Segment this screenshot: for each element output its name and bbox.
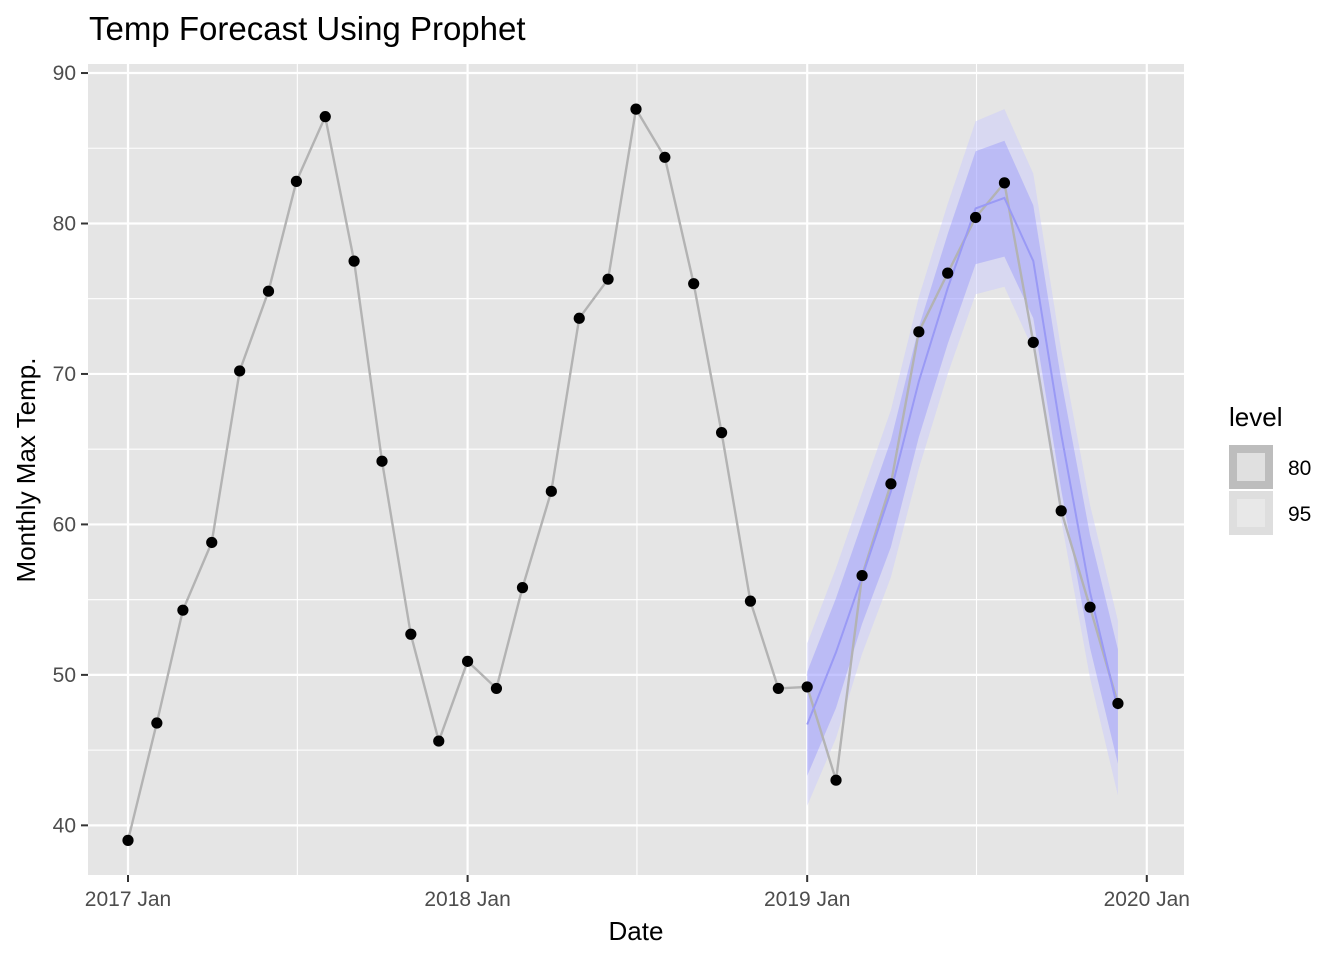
data-point bbox=[348, 255, 360, 267]
data-point bbox=[801, 681, 813, 693]
data-point bbox=[942, 267, 954, 279]
chart-title: Temp Forecast Using Prophet bbox=[89, 10, 526, 47]
y-tick-label: 90 bbox=[53, 62, 76, 85]
x-axis-title: Date bbox=[609, 916, 664, 946]
y-tick-label: 60 bbox=[53, 513, 76, 536]
data-point bbox=[969, 211, 982, 224]
grid-major bbox=[88, 64, 1184, 875]
legend-key-80-inner bbox=[1237, 453, 1265, 481]
x-tick-label: 2019 Jan bbox=[764, 888, 850, 911]
data-point bbox=[1027, 336, 1039, 348]
legend-title: level bbox=[1229, 402, 1282, 432]
x-tick-label: 2020 Jan bbox=[1104, 888, 1190, 911]
y-tick-label: 70 bbox=[53, 363, 76, 386]
data-point bbox=[516, 582, 529, 594]
data-point bbox=[573, 312, 585, 324]
y-axis: 40 50 60 70 80 90 bbox=[53, 62, 88, 837]
data-point bbox=[206, 536, 218, 549]
forecast-line bbox=[806, 196, 1119, 725]
data-point bbox=[602, 273, 614, 285]
data-point bbox=[913, 326, 925, 338]
data-point bbox=[545, 485, 557, 497]
data-point bbox=[1112, 697, 1124, 710]
legend: level 80 95 bbox=[1229, 402, 1311, 535]
y-tick-label: 50 bbox=[53, 664, 76, 687]
data-point bbox=[177, 604, 189, 616]
series-lines bbox=[126, 105, 1120, 841]
data-point bbox=[290, 175, 303, 187]
series-points bbox=[122, 103, 1124, 846]
data-point bbox=[744, 595, 757, 607]
data-point bbox=[830, 774, 842, 786]
data-point bbox=[461, 655, 474, 667]
y-tick-label: 40 bbox=[53, 814, 76, 837]
data-point bbox=[433, 735, 445, 747]
data-point bbox=[376, 455, 388, 467]
x-axis: 2017 Jan 2018 Jan 2019 Jan 2020 Jan bbox=[85, 875, 1190, 911]
data-point bbox=[319, 111, 331, 123]
y-axis-title: Monthly Max Temp. bbox=[11, 358, 41, 583]
data-point bbox=[234, 365, 246, 377]
x-tick-label: 2018 Jan bbox=[424, 888, 510, 911]
grid-minor bbox=[88, 64, 1184, 875]
legend-key-95-inner bbox=[1237, 499, 1265, 527]
data-point bbox=[772, 682, 784, 695]
data-point bbox=[122, 834, 134, 846]
data-point bbox=[262, 285, 275, 297]
data-point bbox=[630, 103, 642, 115]
data-point bbox=[885, 478, 897, 490]
legend-label-80: 80 bbox=[1288, 457, 1311, 480]
data-point bbox=[1084, 601, 1096, 613]
data-point bbox=[998, 177, 1011, 189]
data-point bbox=[688, 278, 700, 290]
data-point bbox=[715, 427, 728, 439]
legend-label-95: 95 bbox=[1288, 503, 1311, 526]
data-point bbox=[1055, 505, 1067, 517]
data-point bbox=[659, 151, 671, 163]
y-tick-label: 80 bbox=[53, 212, 76, 235]
data-point bbox=[490, 682, 503, 695]
band-95 bbox=[807, 109, 1118, 806]
x-tick-label: 2017 Jan bbox=[85, 888, 171, 911]
history-line bbox=[126, 105, 1120, 841]
data-point bbox=[151, 717, 163, 729]
data-point bbox=[405, 628, 417, 640]
data-point bbox=[856, 569, 868, 582]
